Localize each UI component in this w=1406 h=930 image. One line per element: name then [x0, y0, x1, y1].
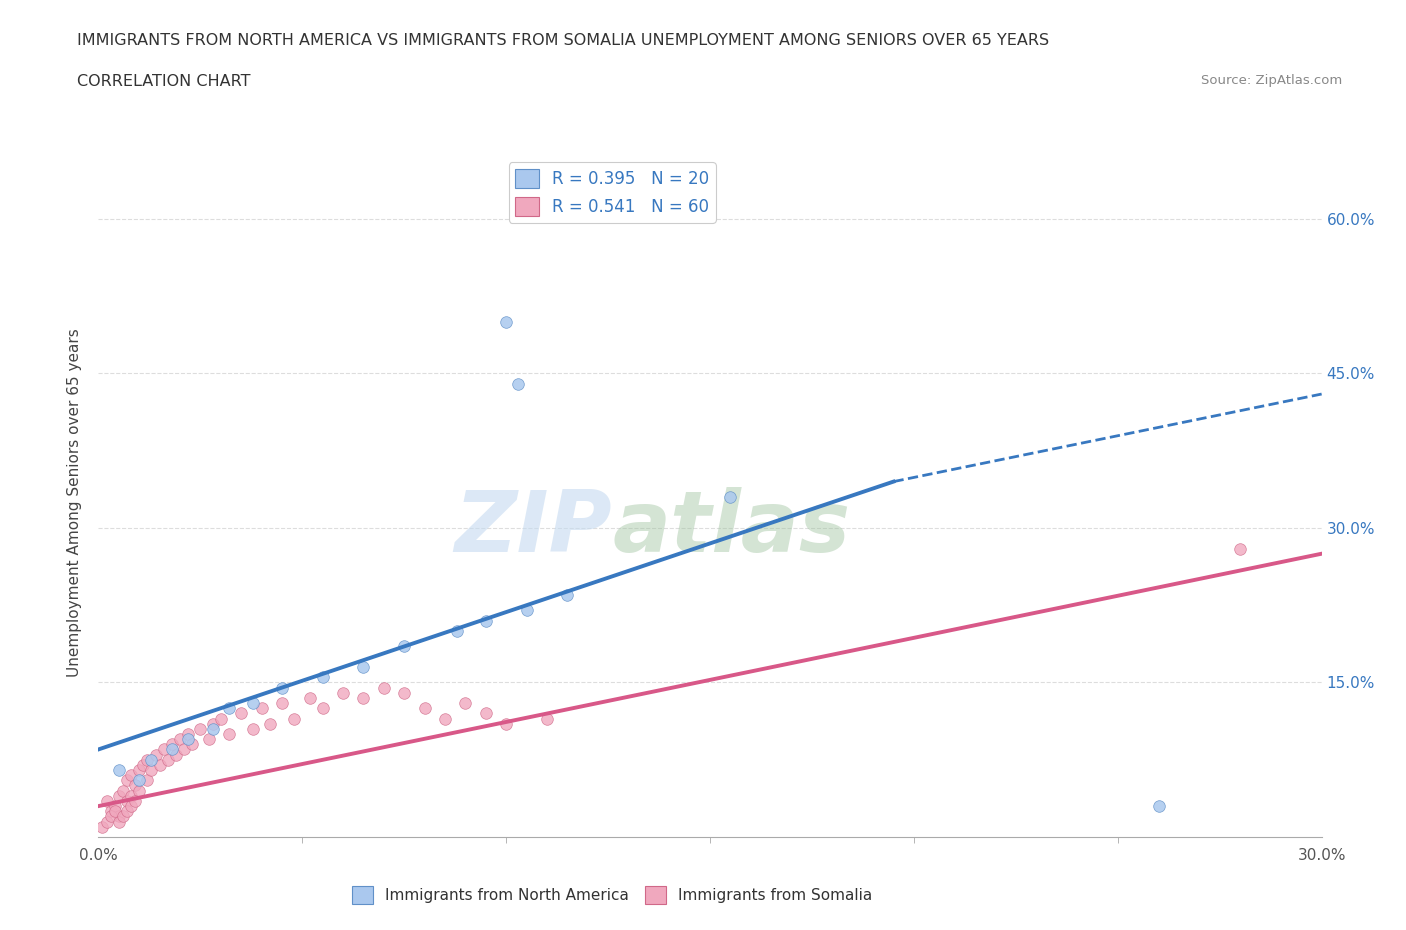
Text: Source: ZipAtlas.com: Source: ZipAtlas.com	[1202, 74, 1343, 87]
Point	[96, 793, 118, 808]
Point	[270, 696, 294, 711]
Point	[352, 690, 374, 705]
Point	[152, 742, 174, 757]
Point	[132, 757, 155, 772]
Point	[91, 819, 114, 834]
Point	[242, 696, 264, 711]
Point	[177, 732, 200, 747]
Point	[160, 737, 183, 751]
Point	[332, 685, 354, 700]
Point	[557, 588, 579, 603]
Point	[100, 804, 122, 818]
Point	[201, 722, 224, 737]
Point	[197, 732, 219, 747]
Point	[115, 773, 138, 788]
Point	[181, 737, 204, 751]
Point	[720, 489, 742, 504]
Point	[120, 799, 142, 814]
Point	[495, 716, 517, 731]
Point	[250, 701, 273, 716]
Point	[536, 711, 558, 726]
Point	[242, 722, 264, 737]
Point	[136, 773, 159, 788]
Point	[312, 701, 335, 716]
Point	[373, 680, 395, 695]
Point	[1229, 541, 1251, 556]
Point	[108, 809, 131, 824]
Point	[188, 722, 212, 737]
Point	[495, 314, 517, 329]
Point	[508, 377, 530, 392]
Point	[231, 706, 253, 721]
Text: atlas: atlas	[612, 487, 851, 570]
Point	[259, 716, 281, 731]
Legend: Immigrants from North America, Immigrants from Somalia: Immigrants from North America, Immigrant…	[346, 880, 879, 910]
Point	[108, 789, 131, 804]
Point	[111, 783, 134, 798]
Point	[108, 763, 131, 777]
Point	[104, 804, 127, 818]
Point	[218, 726, 240, 741]
Text: IMMIGRANTS FROM NORTH AMERICA VS IMMIGRANTS FROM SOMALIA UNEMPLOYMENT AMONG SENI: IMMIGRANTS FROM NORTH AMERICA VS IMMIGRA…	[77, 33, 1049, 47]
Point	[136, 752, 159, 767]
Point	[128, 773, 150, 788]
Point	[474, 613, 498, 628]
Point	[299, 690, 322, 705]
Point	[145, 747, 167, 762]
Point	[156, 752, 179, 767]
Point	[516, 603, 538, 618]
Point	[124, 778, 146, 793]
Point	[108, 814, 131, 829]
Point	[1147, 799, 1170, 814]
Point	[149, 757, 172, 772]
Point	[352, 659, 374, 674]
Point	[392, 685, 416, 700]
Point	[124, 793, 146, 808]
Point	[270, 680, 294, 695]
Text: CORRELATION CHART: CORRELATION CHART	[77, 74, 250, 89]
Point	[173, 742, 195, 757]
Point	[283, 711, 305, 726]
Point	[120, 768, 142, 783]
Point	[434, 711, 457, 726]
Point	[312, 670, 335, 684]
Point	[218, 701, 240, 716]
Point	[392, 639, 416, 654]
Point	[160, 742, 183, 757]
Text: ZIP: ZIP	[454, 487, 612, 570]
Point	[169, 732, 191, 747]
Point	[177, 726, 200, 741]
Point	[413, 701, 436, 716]
Point	[209, 711, 232, 726]
Point	[128, 763, 150, 777]
Point	[454, 696, 477, 711]
Point	[111, 809, 134, 824]
Point	[201, 716, 224, 731]
Point	[141, 752, 163, 767]
Point	[115, 793, 138, 808]
Point	[165, 747, 187, 762]
Point	[96, 814, 118, 829]
Point	[446, 623, 468, 638]
Point	[115, 804, 138, 818]
Point	[141, 763, 163, 777]
Point	[104, 799, 127, 814]
Point	[100, 809, 122, 824]
Point	[128, 783, 150, 798]
Point	[120, 789, 142, 804]
Point	[474, 706, 498, 721]
Y-axis label: Unemployment Among Seniors over 65 years: Unemployment Among Seniors over 65 years	[67, 328, 83, 677]
